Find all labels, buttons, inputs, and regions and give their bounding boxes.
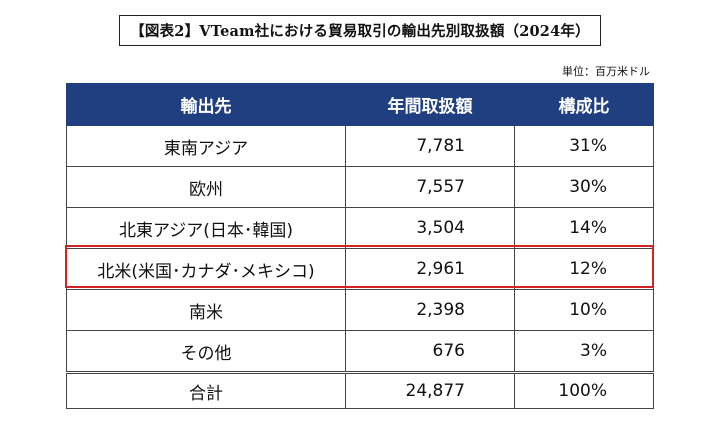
cell-ratio: 3%: [514, 330, 654, 373]
total-row: 合計 24,877 100%: [66, 371, 654, 409]
table-row-highlighted: 北米(米国･カナダ･メキシコ) 2,961 12%: [66, 248, 654, 290]
header-row: 輸出先 年間取扱額 構成比: [66, 83, 654, 126]
header-destination: 輸出先: [66, 83, 346, 126]
total-label: 合計: [66, 371, 346, 409]
table-row: 北東アジア(日本･韓国) 3,504 14%: [66, 207, 654, 249]
cell-ratio: 31%: [514, 125, 654, 167]
figure-title: 【図表2】VTeam社における貿易取引の輸出先別取扱額（2024年）: [119, 15, 601, 46]
export-table: 輸出先 年間取扱額 構成比 東南アジア 7,781 31% 欧州 7,557 3…: [66, 83, 654, 409]
table-row: 南米 2,398 10%: [66, 289, 654, 331]
cell-destination: 東南アジア: [66, 125, 346, 167]
table-row: その他 676 3%: [66, 330, 654, 373]
header-ratio: 構成比: [514, 83, 654, 126]
cell-destination: 北東アジア(日本･韓国): [66, 207, 346, 249]
cell-ratio: 12%: [514, 248, 654, 290]
table-row: 欧州 7,557 30%: [66, 166, 654, 208]
cell-amount: 676: [345, 330, 515, 373]
cell-destination: 南米: [66, 289, 346, 331]
total-amount: 24,877: [345, 371, 515, 409]
cell-ratio: 10%: [514, 289, 654, 331]
unit-label: 単位：百万米ドル: [562, 65, 650, 78]
cell-destination: 欧州: [66, 166, 346, 208]
table-row: 東南アジア 7,781 31%: [66, 125, 654, 167]
cell-destination: 北米(米国･カナダ･メキシコ): [66, 248, 346, 290]
header-amount: 年間取扱額: [345, 83, 515, 126]
cell-destination: その他: [66, 330, 346, 373]
cell-amount: 2,961: [345, 248, 515, 290]
cell-ratio: 30%: [514, 166, 654, 208]
cell-amount: 3,504: [345, 207, 515, 249]
cell-amount: 2,398: [345, 289, 515, 331]
cell-amount: 7,781: [345, 125, 515, 167]
cell-amount: 7,557: [345, 166, 515, 208]
total-ratio: 100%: [514, 371, 654, 409]
cell-ratio: 14%: [514, 207, 654, 249]
